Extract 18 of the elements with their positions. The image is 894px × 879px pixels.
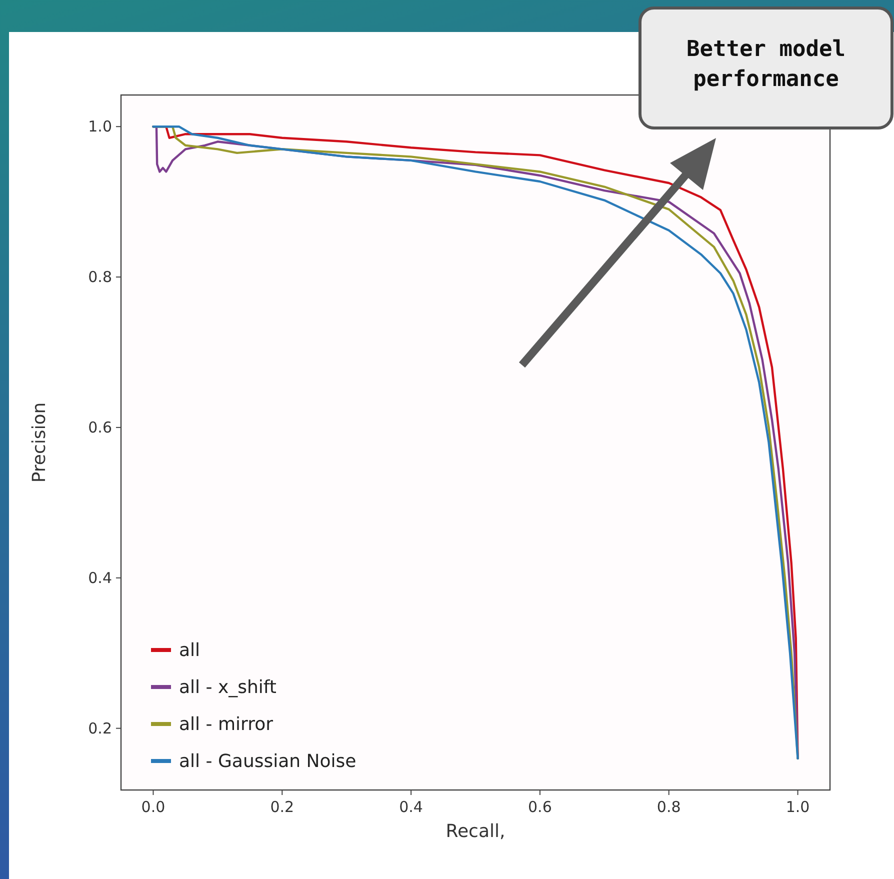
y-tick-label: 0.2 — [88, 719, 112, 738]
y-tick-label: 0.6 — [88, 418, 112, 436]
y-tick-label: 0.8 — [88, 268, 112, 286]
y-axis-title: Precision — [29, 402, 50, 483]
legend-label: all - Gaussian Noise — [179, 751, 356, 772]
legend-label: all - mirror — [179, 714, 274, 735]
y-tick-label: 1.0 — [88, 118, 112, 136]
legend-label: all — [179, 640, 200, 661]
x-axis-title: Recall, — [446, 821, 506, 842]
text: Better model performance — [686, 37, 846, 92]
x-tick-label: 0.2 — [270, 798, 294, 816]
x-tick-label: 0.4 — [399, 798, 423, 816]
x-tick-label: 0.8 — [656, 798, 681, 816]
legend-label: all - x_shift — [179, 677, 276, 698]
y-tick-label: 0.4 — [88, 568, 112, 587]
x-tick-label: 0.0 — [141, 798, 166, 816]
x-tick-label: 0.6 — [528, 798, 552, 816]
x-tick-label: 1.0 — [786, 798, 810, 816]
